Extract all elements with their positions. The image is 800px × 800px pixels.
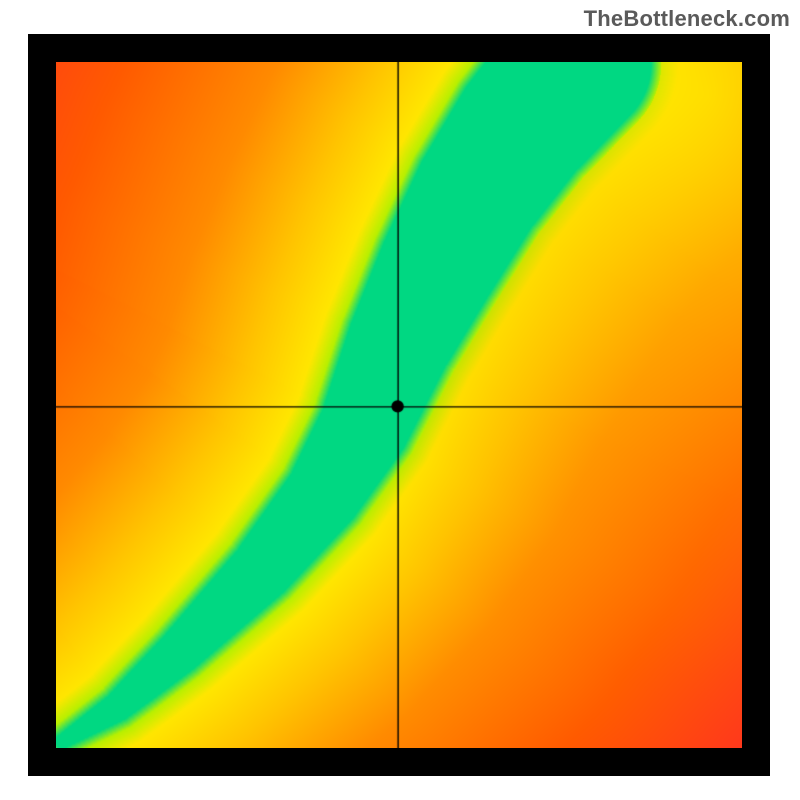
watermark-text: TheBottleneck.com <box>584 6 790 32</box>
root: TheBottleneck.com <box>0 0 800 800</box>
bottleneck-heatmap <box>56 62 742 748</box>
